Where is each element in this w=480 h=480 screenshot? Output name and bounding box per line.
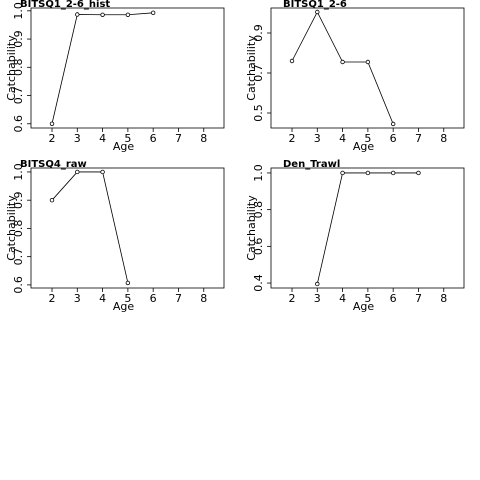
panel: BITSQ1_2-6_hist 2 3 4 5 6 7 8 0.6 0.7 0.8 0.9 1.0 Age…: [5, 0, 225, 153]
x-axis-label: Age: [353, 300, 375, 313]
y-tick-label: 0.7: [12, 248, 25, 266]
data-point: [49, 121, 55, 126]
x-tick-label: 8: [200, 292, 207, 305]
x-tick-label: 6: [150, 292, 157, 305]
y-tick-label: 0.6: [12, 115, 25, 133]
y-tick-label: 1.0: [12, 163, 25, 181]
y-axis-label: Catchability: [245, 195, 258, 261]
chart-title: BITSQ1_2-6: [283, 0, 347, 10]
x-tick-label: 4: [99, 292, 106, 305]
data-point: [289, 58, 295, 64]
chart-title: Den_Trawl: [283, 159, 340, 170]
y-tick-label: 0.8: [252, 201, 265, 219]
data-point: [315, 281, 320, 287]
x-tick-label: 8: [440, 292, 447, 305]
x-tick-label: 8: [200, 132, 207, 145]
x-tick-label: 3: [314, 132, 321, 145]
y-tick-label: 0.9: [12, 30, 25, 48]
plot-frame: [270, 7, 465, 129]
y-tick-label: 0.9: [12, 191, 25, 209]
x-tick-label: 7: [175, 132, 182, 145]
plot-frame: [30, 7, 225, 129]
data-point: [315, 9, 320, 15]
x-tick-label: 3: [314, 292, 321, 305]
data-point: [365, 170, 371, 176]
y-tick-label: 0.9: [252, 24, 265, 42]
x-tick-label: 5: [124, 292, 131, 305]
x-tick-label: 3: [74, 132, 81, 145]
y-tick-label: 1.0: [252, 164, 265, 182]
y-tick-label: 0.7: [252, 64, 265, 82]
data-point: [49, 197, 55, 203]
data-point: [100, 12, 105, 17]
x-tick-label: 2: [288, 132, 295, 145]
data-point: [100, 169, 105, 175]
x-tick-label: 2: [48, 292, 55, 305]
data-line: [291, 11, 394, 125]
x-tick-label: 7: [415, 132, 422, 145]
data-point: [340, 59, 345, 65]
y-tick-label: 0.8: [12, 220, 25, 238]
plot-frame: [30, 167, 225, 289]
y-axis-label: Catchability: [5, 35, 18, 101]
panel: BITSQ1_2-6 2 3 4 5 6 7 8 0.5 0.7 0.9 Age Catchabilit…: [245, 0, 465, 153]
y-tick-label: 0.5: [252, 104, 265, 122]
x-tick-label: 5: [364, 132, 371, 145]
y-tick-label: 0.7: [12, 87, 25, 105]
x-tick-label: 4: [99, 132, 106, 145]
chart-title: BITSQ4_raw: [20, 159, 87, 170]
x-tick-label: 6: [390, 292, 397, 305]
x-axis-label: Age: [113, 300, 135, 313]
data-point: [125, 280, 131, 286]
y-tick-label: 0.4: [252, 274, 265, 292]
y-axis-label: Catchability: [245, 35, 258, 101]
data-point: [365, 59, 371, 65]
x-tick-label: 7: [415, 292, 422, 305]
x-axis-label: Age: [113, 140, 135, 153]
panel: Den_Trawl 2 3 4 5 6 7 8 0.4 0.6 0.8 1.0 Age Catchabil…: [245, 159, 465, 313]
y-tick-label: 1.0: [12, 2, 25, 20]
x-tick-label: 6: [150, 132, 157, 145]
x-tick-label: 3: [74, 292, 81, 305]
data-point: [340, 170, 345, 176]
y-axis-label: Catchability: [5, 195, 18, 261]
chart-title: BITSQ1_2-6_hist: [20, 0, 110, 10]
data-point: [390, 121, 396, 127]
data-point: [75, 12, 80, 17]
plot-frame: [270, 167, 465, 289]
x-tick-label: 7: [175, 292, 182, 305]
data-line: [51, 171, 129, 284]
x-axis-label: Age: [353, 140, 375, 153]
y-tick-label: 0.8: [12, 59, 25, 77]
data-point: [150, 10, 156, 15]
data-point: [125, 12, 131, 17]
x-tick-label: 4: [339, 132, 346, 145]
x-tick-label: 2: [288, 292, 295, 305]
data-line: [51, 12, 154, 124]
data-point: [75, 169, 80, 175]
y-tick-label: 0.6: [252, 238, 265, 256]
data-line: [316, 172, 419, 285]
panel: BITSQ4_raw 2 3 4 5 6 7 8 0.6 0.7 0.8 0.9 1.0 Age Catch…: [5, 159, 225, 313]
data-point: [390, 170, 396, 176]
x-tick-label: 5: [364, 292, 371, 305]
x-tick-label: 5: [124, 132, 131, 145]
x-tick-label: 2: [48, 132, 55, 145]
data-point: [416, 170, 421, 176]
x-tick-label: 6: [390, 132, 397, 145]
x-tick-label: 8: [440, 132, 447, 145]
x-tick-label: 4: [339, 292, 346, 305]
y-tick-label: 0.6: [12, 276, 25, 294]
